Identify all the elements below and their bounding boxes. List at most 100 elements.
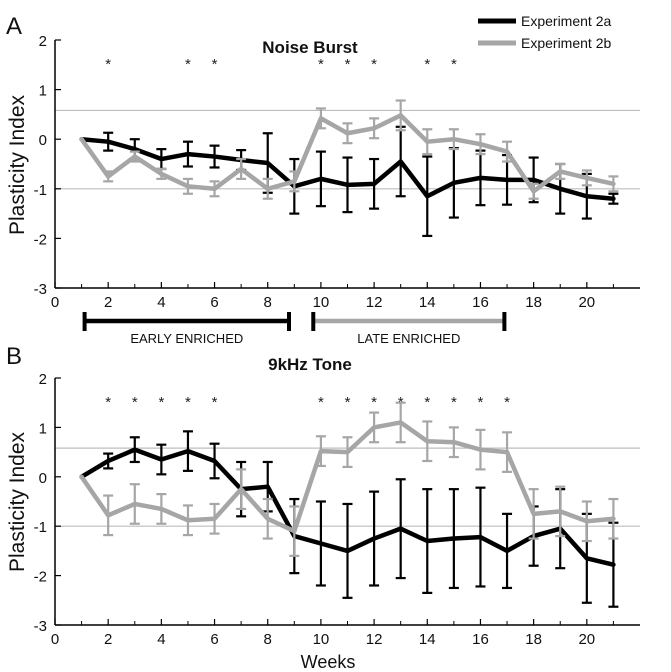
data-point xyxy=(134,148,136,150)
data-point xyxy=(160,173,162,175)
x-tick-label: 4 xyxy=(157,631,165,648)
data-point xyxy=(293,180,295,182)
data-point xyxy=(453,538,455,540)
data-point xyxy=(267,486,269,488)
x-tick-label: 18 xyxy=(525,631,542,648)
data-point xyxy=(240,168,242,170)
y-tick-label: 0 xyxy=(39,470,47,487)
data-point xyxy=(400,161,402,163)
x-tick-label: 10 xyxy=(313,631,330,648)
legend: Experiment 2a Experiment 2b xyxy=(478,13,611,51)
x-axis-label: Weeks xyxy=(301,652,356,672)
x-tick-label: 12 xyxy=(366,294,383,311)
data-point xyxy=(453,441,455,443)
data-point xyxy=(453,138,455,140)
data-point xyxy=(320,450,322,452)
data-point xyxy=(160,459,162,461)
x-tick-label: 14 xyxy=(419,294,436,311)
x-tick-label: 4 xyxy=(157,294,165,311)
data-point xyxy=(293,530,295,532)
data-point xyxy=(586,195,588,197)
data-point xyxy=(320,178,322,180)
data-point xyxy=(453,182,455,184)
enrichment-brackets: EARLY ENRICHED LATE ENRICHED xyxy=(82,312,507,346)
x-tick-label: 16 xyxy=(472,631,489,648)
significance-star: * xyxy=(451,56,457,73)
significance-star: * xyxy=(424,56,430,73)
data-point xyxy=(612,198,614,200)
data-point xyxy=(426,141,428,143)
panel-letter-a: A xyxy=(6,13,22,40)
panel-a-ylabel: Plasticity Index xyxy=(6,94,29,235)
significance-star: * xyxy=(345,56,351,73)
significance-star: * xyxy=(105,394,111,411)
data-point xyxy=(187,153,189,155)
data-point xyxy=(267,518,269,520)
data-point xyxy=(373,127,375,129)
data-point xyxy=(134,156,136,158)
early-enriched-label: EARLY ENRICHED xyxy=(130,331,243,346)
data-point xyxy=(479,177,481,179)
data-point xyxy=(400,421,402,423)
legend-item-2a: Experiment 2a xyxy=(478,13,611,29)
data-point xyxy=(533,190,535,192)
y-tick-label: -1 xyxy=(34,182,47,199)
y-tick-label: 1 xyxy=(39,420,47,437)
significance-star: * xyxy=(318,394,324,411)
data-point xyxy=(373,183,375,185)
legend-label: Experiment 2a xyxy=(521,13,611,29)
data-point xyxy=(347,132,348,134)
data-point xyxy=(81,476,83,478)
data-point xyxy=(612,518,614,520)
data-point xyxy=(559,510,561,512)
series-experiment-2b xyxy=(79,99,619,200)
x-tick-label: 20 xyxy=(578,631,595,648)
x-tick-label: 10 xyxy=(313,294,330,311)
panel-b-title: 9kHz Tone xyxy=(268,355,352,374)
data-point xyxy=(400,528,402,530)
data-point xyxy=(267,162,269,164)
panel-letter-b: B xyxy=(6,343,22,370)
x-tick-label: 18 xyxy=(525,294,542,311)
y-tick-label: -3 xyxy=(34,281,47,298)
data-point xyxy=(320,542,322,544)
data-point xyxy=(187,450,189,452)
series-experiment-2b xyxy=(79,401,619,557)
significance-star: * xyxy=(504,394,510,411)
data-point xyxy=(506,550,508,552)
y-tick-label: -1 xyxy=(34,519,47,536)
legend-label: Experiment 2b xyxy=(521,35,611,51)
late-enriched-label: LATE ENRICHED xyxy=(357,331,460,346)
x-tick-label: 8 xyxy=(264,294,272,311)
x-tick-label: 8 xyxy=(264,631,272,648)
data-point xyxy=(81,138,83,140)
data-point xyxy=(559,170,561,172)
x-tick-label: 2 xyxy=(104,294,112,311)
x-tick-label: 12 xyxy=(366,631,383,648)
legend-item-2b: Experiment 2b xyxy=(478,35,611,51)
data-point xyxy=(586,520,588,522)
data-point xyxy=(479,143,481,145)
data-point xyxy=(187,185,189,187)
x-tick-label: 14 xyxy=(419,631,436,648)
y-tick-label: -2 xyxy=(34,231,47,248)
data-point xyxy=(160,158,162,160)
data-point xyxy=(107,460,109,462)
data-point xyxy=(612,183,614,185)
significance-star: * xyxy=(371,56,377,73)
data-point xyxy=(240,488,242,490)
data-point xyxy=(160,508,162,510)
data-point xyxy=(426,440,428,442)
significance-star: * xyxy=(185,56,191,73)
data-point xyxy=(479,536,481,538)
data-point xyxy=(214,518,216,520)
significance-star: * xyxy=(158,394,164,411)
data-point xyxy=(586,177,588,179)
data-point xyxy=(267,188,269,190)
data-point xyxy=(533,179,535,181)
y-tick-label: 2 xyxy=(39,371,47,388)
significance-star: * xyxy=(132,394,138,411)
